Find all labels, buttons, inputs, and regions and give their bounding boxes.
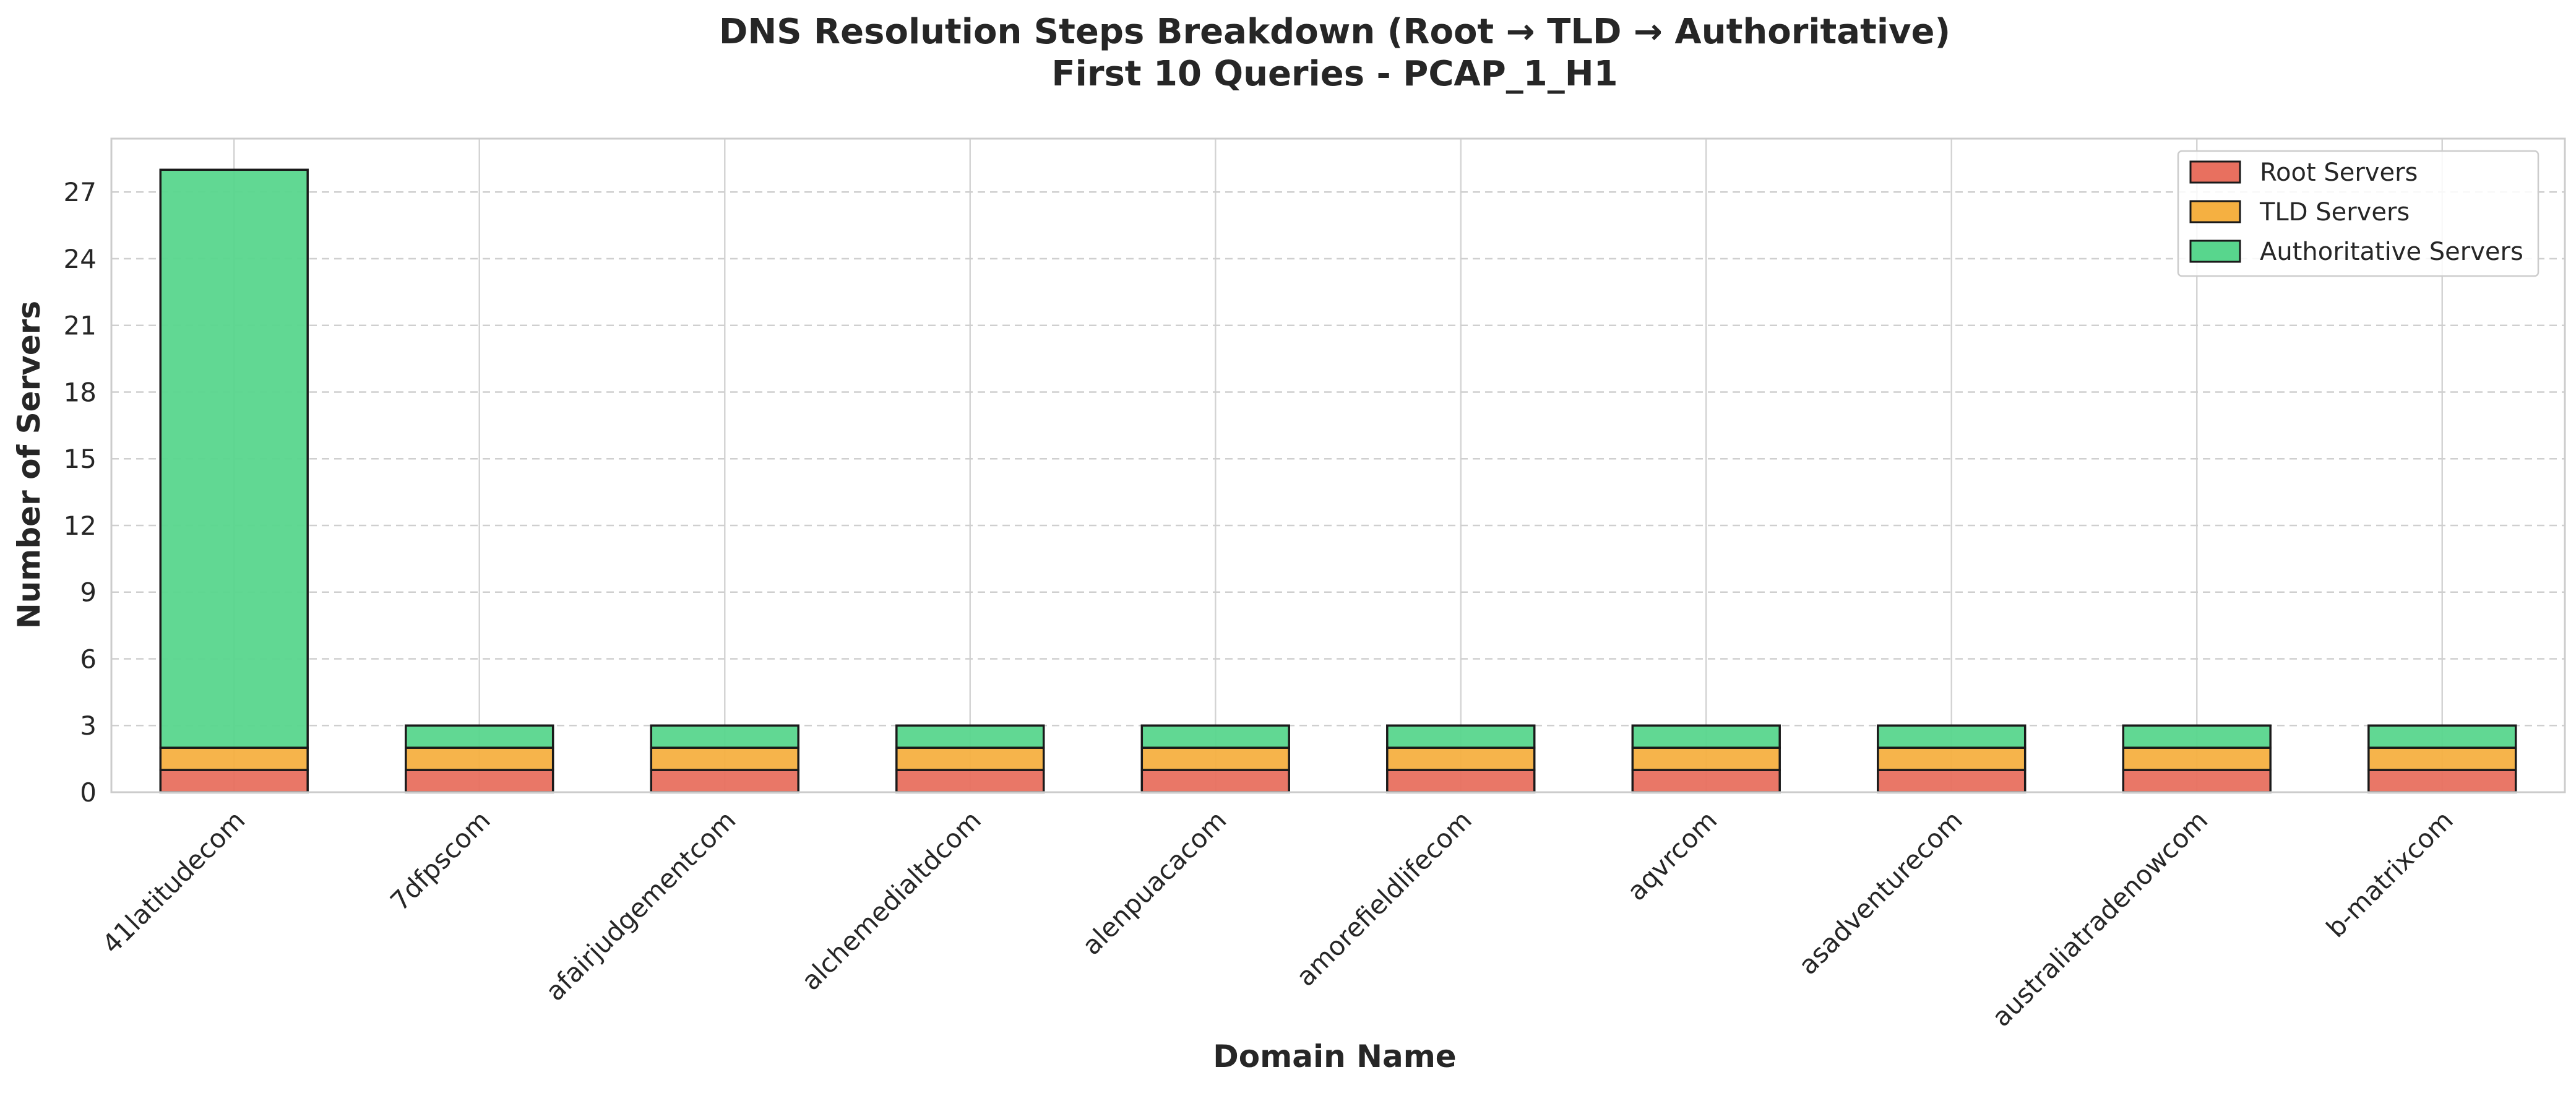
legend: Root Servers TLD Servers Authoritative Ser… <box>2177 150 2539 277</box>
legend-label: TLD Servers <box>2259 198 2410 227</box>
bar-tld <box>650 746 799 771</box>
bar-root <box>895 769 1045 793</box>
bar-authoritative <box>1140 724 1290 749</box>
bar-root <box>1140 769 1290 793</box>
y-tick-label: 15 <box>64 444 97 474</box>
bar-tld <box>1877 746 2027 771</box>
y-tick-label: 9 <box>80 577 97 608</box>
bar-root <box>405 769 554 793</box>
bar-authoritative <box>2122 724 2272 749</box>
legend-label: Root Servers <box>2260 158 2418 187</box>
bar-tld <box>1386 746 1536 771</box>
y-tick-label: 3 <box>80 711 97 741</box>
bar-root <box>1386 769 1536 793</box>
bar-authoritative <box>650 724 799 749</box>
legend-frame <box>2177 150 2539 277</box>
bar-authoritative <box>2367 724 2517 749</box>
bars <box>159 168 2517 793</box>
bar-root <box>2367 769 2517 793</box>
plot-frame <box>110 137 2566 793</box>
bar-authoritative <box>1877 724 2027 749</box>
bar-authoritative <box>1631 724 1781 749</box>
bar-tld <box>405 746 554 771</box>
bar-authoritative <box>405 724 554 749</box>
bar-root <box>1877 769 2027 793</box>
bar-root <box>159 769 309 793</box>
y-axis-label: Number of Servers <box>11 301 47 629</box>
bar-tld <box>895 746 1045 771</box>
axes <box>110 137 2566 793</box>
y-tick-label: 21 <box>64 311 97 341</box>
y-tick-label: 6 <box>80 644 97 674</box>
x-axis-label: Domain Name <box>1213 1039 1456 1074</box>
y-tick-labels: 0 3 6 9 12 15 18 21 24 27 <box>64 177 97 808</box>
legend-swatch <box>2189 200 2241 223</box>
chart-title: DNS Resolution Steps Breakdown (Root → T… <box>719 12 1950 52</box>
y-tick-label: 27 <box>64 177 97 207</box>
bar-tld <box>2367 746 2517 771</box>
legend-swatch <box>2189 240 2241 263</box>
bar-tld <box>159 746 309 771</box>
chart-subtitle: First 10 Queries - PCAP_1_H1 <box>1051 54 1618 94</box>
bar-root <box>1631 769 1781 793</box>
y-tick-label: 18 <box>64 377 97 407</box>
legend-swatch <box>2189 160 2241 184</box>
bar-root <box>2122 769 2272 793</box>
bar-tld <box>1631 746 1781 771</box>
bar-root <box>650 769 799 793</box>
bar-authoritative <box>895 724 1045 749</box>
y-tick-label: 12 <box>64 511 97 541</box>
bar-tld <box>1140 746 1290 771</box>
y-tick-label: 24 <box>64 244 97 274</box>
y-tick-label: 0 <box>80 777 97 808</box>
bar-tld <box>2122 746 2272 771</box>
bar-authoritative <box>1386 724 1536 749</box>
bar-authoritative <box>159 168 309 749</box>
legend-label: Authoritative Servers <box>2260 238 2523 266</box>
